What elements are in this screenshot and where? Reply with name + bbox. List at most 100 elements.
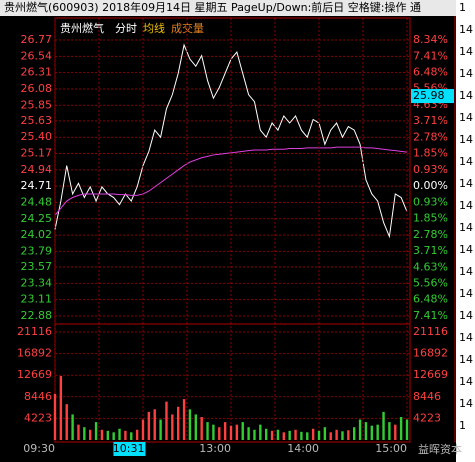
y-tick-label: 23.34 bbox=[21, 276, 53, 289]
y2-tick-label: 3.71% bbox=[413, 244, 448, 257]
volume-bar bbox=[311, 428, 315, 440]
volume-bar bbox=[165, 401, 168, 440]
volume-bar bbox=[177, 406, 180, 440]
y-tick-label: 16892 bbox=[17, 347, 52, 360]
volume-bar bbox=[171, 414, 174, 440]
side-text: 14 bbox=[459, 309, 473, 322]
y2-tick-label: 0.93% bbox=[413, 195, 448, 208]
volume-bar bbox=[112, 432, 115, 440]
volume-bar bbox=[194, 414, 197, 440]
x-tick-label: 14:00 bbox=[287, 442, 319, 455]
y-tick-label: 12669 bbox=[413, 368, 448, 381]
volume-bar bbox=[276, 429, 280, 440]
y2-tick-label: 8.34% bbox=[413, 33, 448, 46]
plot-layer: 1141414141414141414141414141414141414126… bbox=[17, 1, 473, 456]
volume-bar bbox=[282, 432, 285, 440]
volume-bar bbox=[94, 422, 98, 440]
volume-bar bbox=[259, 424, 262, 440]
volume-bar bbox=[147, 411, 151, 440]
volume-bar bbox=[335, 429, 338, 440]
y2-tick-label: 6.48% bbox=[413, 66, 448, 79]
side-text: 14 bbox=[459, 397, 473, 410]
y-tick-label: 25.17 bbox=[21, 147, 53, 160]
y-tick-label: 4223 bbox=[24, 411, 52, 424]
y-tick-label: 4223 bbox=[413, 411, 441, 424]
side-text: 14 bbox=[459, 23, 473, 36]
x-tick-label: 15:00 bbox=[375, 442, 407, 455]
price-line bbox=[54, 146, 408, 216]
volume-bar bbox=[159, 419, 162, 440]
volume-bar bbox=[376, 424, 379, 440]
y2-tick-label: 5.56% bbox=[413, 277, 448, 290]
volume-bar bbox=[347, 430, 350, 440]
y-tick-label: 8446 bbox=[24, 390, 52, 403]
legend-entry: 分时 bbox=[115, 22, 137, 35]
y-tick-label: 12669 bbox=[17, 368, 52, 381]
y-tick-label: 24.94 bbox=[21, 163, 53, 176]
volume-bar bbox=[300, 431, 303, 440]
y-tick-label: 25.40 bbox=[21, 130, 53, 143]
side-text: 14 bbox=[459, 331, 473, 344]
y-tick-label: 8446 bbox=[413, 390, 441, 403]
volume-bar bbox=[106, 430, 109, 440]
volume-bar bbox=[100, 429, 104, 440]
cursor-time-box bbox=[113, 442, 146, 456]
volume-bar bbox=[135, 429, 139, 440]
volume-bar bbox=[253, 429, 256, 440]
y-tick-label: 26.54 bbox=[21, 49, 53, 62]
y-tick-label: 26.31 bbox=[21, 66, 53, 79]
volume-bar bbox=[323, 427, 327, 440]
side-text: 14 bbox=[459, 287, 473, 300]
volume-bar bbox=[212, 424, 215, 440]
volume-bar bbox=[200, 416, 203, 440]
y2-tick-label: 0.00% bbox=[413, 179, 448, 192]
y-tick-label: 25.63 bbox=[21, 114, 53, 127]
chart-background bbox=[0, 16, 456, 462]
y2-tick-label: 2.78% bbox=[413, 130, 448, 143]
side-text: 14 bbox=[459, 177, 473, 190]
side-text: 14 bbox=[459, 111, 473, 124]
y2-tick-label: 1.85% bbox=[413, 212, 448, 225]
y-tick-label: 23.57 bbox=[21, 260, 53, 273]
volume-bar bbox=[341, 431, 344, 440]
y2-tick-label: 6.48% bbox=[413, 293, 448, 306]
window-title: 贵州燃气(600903) 2018年09月14日 星期五 PageUp/Down… bbox=[4, 0, 421, 14]
y2-tick-label: 3.71% bbox=[413, 114, 448, 127]
cursor-price-box bbox=[411, 89, 454, 104]
side-text: 14 bbox=[459, 375, 473, 388]
volume-bar bbox=[124, 430, 127, 440]
volume-bar bbox=[188, 409, 192, 440]
volume-bar bbox=[229, 425, 233, 440]
side-text: 14 bbox=[459, 243, 473, 256]
y-tick-label: 24.25 bbox=[21, 212, 53, 225]
y-tick-label: 24.71 bbox=[21, 179, 53, 192]
y2-tick-label: 7.41% bbox=[413, 49, 448, 62]
y-tick-label: 22.88 bbox=[21, 309, 53, 322]
volume-bar bbox=[317, 430, 321, 440]
y-tick-label: 23.11 bbox=[21, 293, 53, 306]
side-text: 14 bbox=[459, 353, 473, 366]
volume-bar bbox=[388, 422, 391, 440]
side-text: 1 bbox=[459, 1, 466, 14]
y2-tick-label: 2.78% bbox=[413, 228, 448, 241]
y-tick-label: 25.85 bbox=[21, 98, 53, 111]
volume-bar bbox=[153, 409, 156, 440]
cursor-time: 10:31 bbox=[113, 442, 145, 455]
side-text: 14 bbox=[459, 221, 473, 234]
volume-bar bbox=[182, 399, 186, 440]
volume-bar bbox=[71, 414, 74, 440]
y2-tick-label: 7.41% bbox=[413, 309, 448, 322]
volume-bar bbox=[141, 419, 145, 440]
side-text: 14 bbox=[459, 45, 473, 58]
volume-bar bbox=[65, 404, 68, 440]
side-text: 14 bbox=[459, 89, 473, 102]
volume-bar bbox=[218, 427, 221, 440]
side-text: 14 bbox=[459, 265, 473, 278]
side-text: 1 bbox=[459, 419, 466, 432]
y-tick-label: 21116 bbox=[17, 325, 52, 338]
volume-bar bbox=[399, 416, 403, 440]
y2-tick-label: 0.93% bbox=[413, 163, 448, 176]
volume-bar bbox=[206, 422, 209, 440]
volume-bar bbox=[370, 425, 373, 440]
